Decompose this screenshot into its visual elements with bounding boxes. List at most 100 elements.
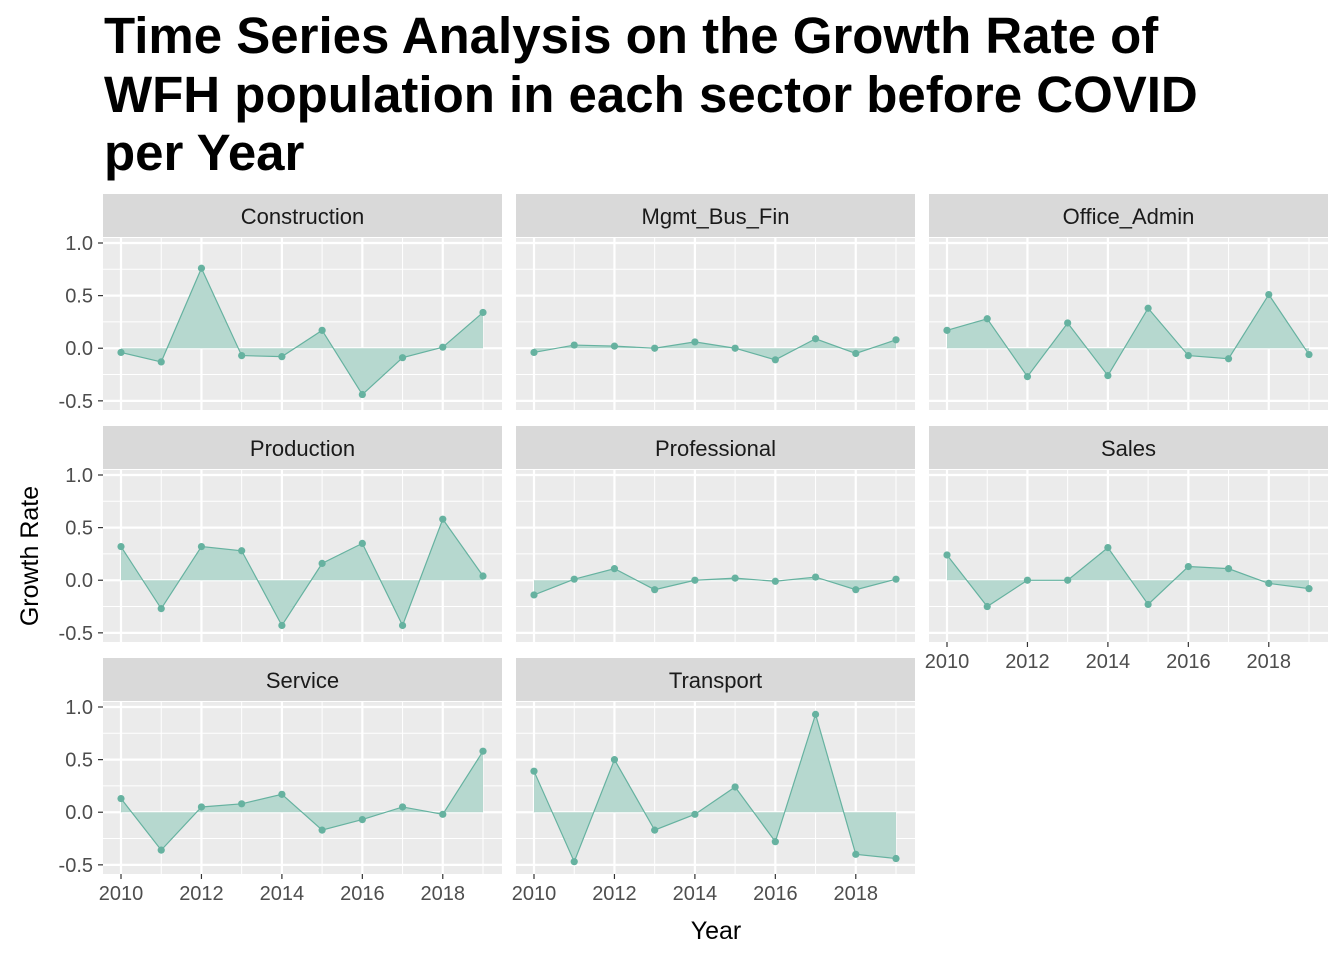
data-point — [771, 577, 779, 585]
data-point — [610, 565, 619, 573]
series-line — [120, 750, 484, 852]
y-axis-title: Growth Rate — [16, 486, 44, 626]
data-point — [318, 326, 326, 334]
data-point — [1305, 585, 1313, 593]
data-point — [530, 348, 538, 357]
data-point — [238, 800, 246, 808]
x-tick-label: 2012 — [592, 883, 637, 905]
facet-strip-label: Service — [266, 668, 339, 693]
facet-strip — [103, 658, 502, 701]
x-tick-label: 2010 — [99, 883, 144, 905]
data-point — [439, 810, 447, 818]
chart-title: Time Series Analysis on the Growth Rate … — [104, 7, 1198, 181]
y-tick-label: 0.0 — [65, 570, 93, 592]
panel-background — [103, 238, 502, 410]
y-tick-label: 0.5 — [65, 286, 93, 308]
data-point — [278, 621, 286, 630]
data-point — [479, 572, 487, 580]
series-line — [533, 338, 897, 361]
data-point — [1184, 562, 1192, 571]
data-point — [610, 342, 619, 350]
data-point — [852, 850, 860, 858]
panel-background — [516, 238, 915, 410]
series-line — [533, 712, 897, 864]
data-point — [811, 710, 820, 718]
x-tick-label: 2016 — [753, 883, 798, 905]
data-point — [238, 547, 246, 555]
y-tick-label: 1.0 — [65, 465, 93, 487]
data-point — [398, 621, 407, 630]
data-point — [691, 810, 699, 818]
facet-sales: Sales 2010 2012 2014 2016 2018 — [925, 426, 1328, 673]
series-line — [533, 568, 897, 596]
data-point — [1104, 544, 1112, 552]
data-point — [1104, 371, 1112, 380]
data-point — [197, 264, 206, 272]
x-tick-label: 2012 — [179, 883, 224, 905]
data-point — [651, 344, 659, 352]
data-point — [691, 576, 699, 584]
series-area — [121, 268, 483, 395]
data-point — [278, 353, 286, 361]
data-point — [117, 348, 125, 357]
chart-title-line-2: WFH population in each sector before COV… — [104, 66, 1198, 123]
x-tick-label: 2014 — [673, 883, 718, 905]
data-point — [731, 344, 739, 352]
facet-strip — [516, 426, 915, 469]
data-point — [117, 794, 125, 803]
facet-production: Production -0.5 0.0 0.5 1.0 — [59, 426, 502, 645]
data-point — [479, 308, 487, 317]
facet-strip-label: Office_Admin — [1063, 204, 1195, 229]
data-point — [479, 747, 487, 755]
data-point — [238, 351, 246, 360]
series-area — [121, 519, 483, 626]
data-point — [771, 356, 779, 364]
data-point — [892, 336, 900, 344]
panel-background — [929, 470, 1328, 642]
data-point — [1265, 579, 1273, 587]
data-point — [1224, 355, 1233, 363]
y-tick-label: -0.5 — [59, 391, 93, 413]
y-tick-label: 0.5 — [65, 518, 93, 540]
x-tick-label: 2012 — [1005, 651, 1050, 673]
series-area — [947, 547, 1309, 607]
data-point — [318, 559, 326, 567]
data-point — [1144, 600, 1152, 609]
series-line — [120, 266, 484, 396]
facet-strip-label: Mgmt_Bus_Fin — [642, 204, 790, 229]
x-tick-label: 2018 — [834, 883, 879, 905]
data-point — [570, 858, 578, 866]
data-point — [278, 790, 286, 798]
data-point — [691, 338, 699, 346]
x-tick-label: 2018 — [1247, 651, 1292, 673]
series-line — [120, 517, 484, 627]
data-point — [197, 803, 206, 811]
data-point — [1305, 350, 1313, 359]
data-point — [943, 326, 951, 334]
facet-strip — [103, 194, 502, 237]
series-area — [534, 714, 896, 862]
data-point — [358, 539, 366, 547]
data-point — [439, 343, 447, 351]
facet-strip — [516, 658, 915, 701]
data-point — [811, 573, 820, 581]
y-tick-label: -0.5 — [59, 855, 93, 877]
series-area — [534, 568, 896, 595]
facet-mgmt-bus-fin: Mgmt_Bus_Fin — [516, 194, 915, 410]
data-point — [892, 854, 900, 863]
y-tick-label: -0.5 — [59, 623, 93, 645]
chart-title-line-1: Time Series Analysis on the Growth Rate … — [104, 7, 1159, 64]
data-point — [1144, 304, 1152, 312]
series-line — [946, 546, 1310, 608]
data-point — [1064, 576, 1072, 584]
data-point — [358, 815, 366, 824]
data-point — [570, 341, 578, 349]
data-point — [1023, 373, 1032, 381]
data-point — [943, 551, 951, 559]
data-point — [117, 542, 125, 551]
facet-strip — [929, 194, 1328, 237]
facet-strip-label: Professional — [655, 436, 776, 461]
data-point — [731, 574, 739, 582]
data-point — [1064, 319, 1072, 327]
